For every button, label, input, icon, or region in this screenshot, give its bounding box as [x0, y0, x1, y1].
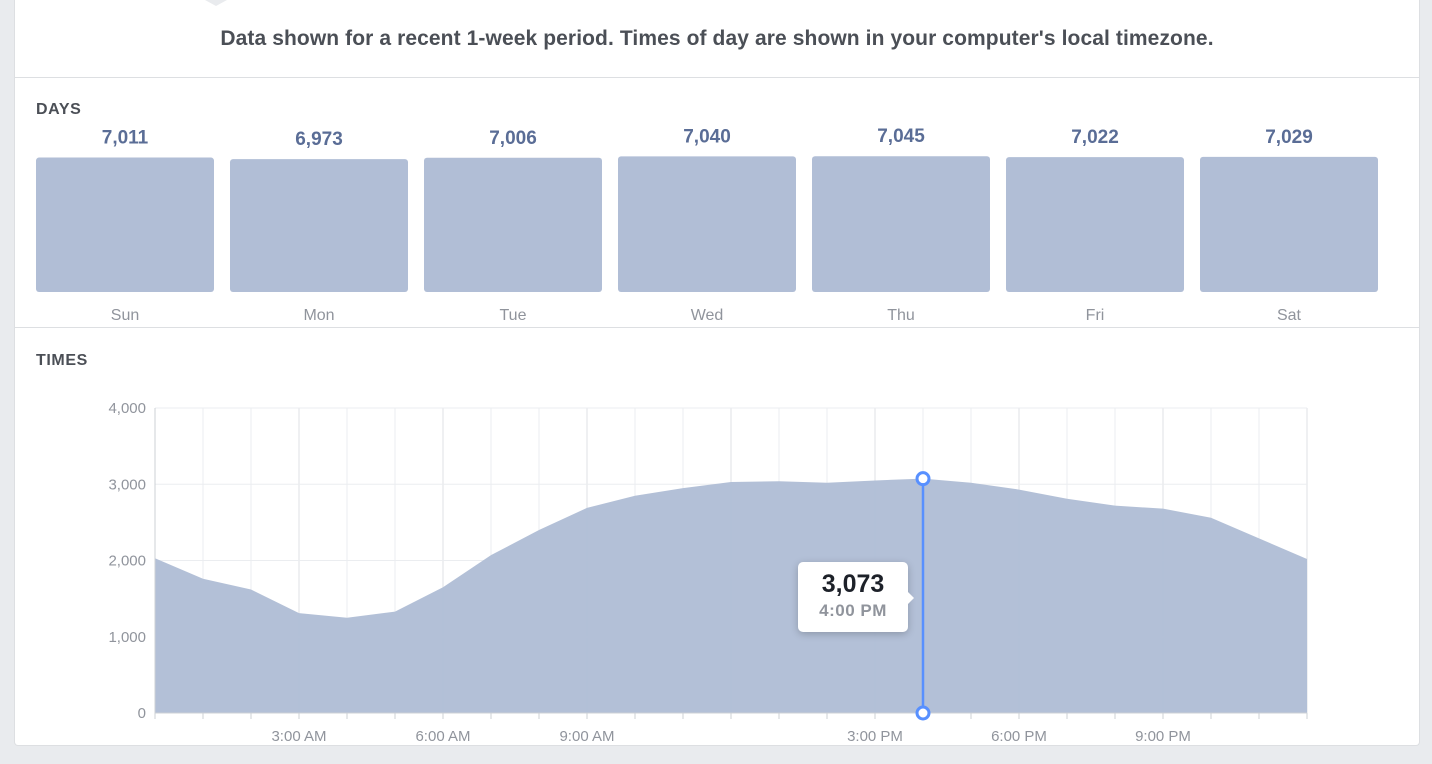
period-banner: Data shown for a recent 1-week period. T…: [15, 0, 1419, 78]
x-tick-label: 6:00 PM: [991, 728, 1047, 745]
day-bar-mon[interactable]: [230, 159, 408, 292]
day-value-label: 7,006: [489, 128, 537, 149]
day-bar-sat[interactable]: [1200, 156, 1378, 292]
day-value-label: 6,973: [295, 129, 343, 150]
day-bar-thu[interactable]: [812, 156, 990, 292]
day-tick-label: Fri: [1086, 307, 1105, 324]
x-tick-label: 9:00 PM: [1135, 728, 1191, 745]
day-value-label: 7,011: [102, 128, 149, 149]
days-section-label: DAYS: [36, 101, 82, 118]
day-bar-sun[interactable]: [36, 157, 214, 292]
times-section-label: TIMES: [36, 352, 88, 369]
day-tick-label: Sun: [111, 307, 139, 324]
y-tick-label: 3,000: [108, 476, 146, 493]
days-bar-chart: 7,011 Sun 6,973 Mon 7,006 Tue 7,040 Wed 7,045 Thu…: [36, 126, 1378, 324]
day-bar-fri[interactable]: [1006, 157, 1184, 292]
y-tick-label: 0: [138, 705, 146, 722]
day-bar-wed[interactable]: [618, 156, 796, 292]
times-area-chart[interactable]: 0 1,000 2,000 3,000 4,000 3:00 AM 6:00 AM 9:00 …: [15, 390, 1419, 746]
day-value-label: 7,045: [877, 126, 925, 147]
day-tick-label: Sat: [1277, 307, 1302, 324]
highlight-point-top[interactable]: [915, 471, 931, 487]
y-tick-label: 2,000: [108, 553, 146, 570]
tooltip-time: 4:00 PM: [819, 601, 887, 620]
day-value-label: 7,022: [1071, 127, 1119, 148]
day-tick-label: Mon: [303, 307, 334, 324]
day-tick-label: Thu: [887, 307, 915, 324]
highlight-point-bottom: [915, 705, 931, 721]
y-tick-label: 4,000: [108, 400, 146, 417]
audience-activity-card: Data shown for a recent 1-week period. T…: [14, 0, 1420, 746]
tooltip-value: 3,073: [821, 570, 885, 598]
x-tick-label: 3:00 AM: [271, 728, 326, 745]
x-tick-label: 9:00 AM: [559, 728, 614, 745]
day-bar-tue[interactable]: [424, 157, 602, 292]
card-notch: [205, 0, 227, 6]
hover-tooltip: 3,073 4:00 PM: [798, 562, 914, 632]
day-tick-label: Wed: [691, 307, 724, 324]
day-value-label: 7,040: [683, 126, 731, 147]
day-value-label: 7,029: [1265, 127, 1313, 148]
x-tick-label: 3:00 PM: [847, 728, 903, 745]
y-tick-label: 1,000: [108, 629, 146, 646]
day-tick-label: Tue: [500, 307, 527, 324]
section-divider: [15, 327, 1419, 328]
times-area: [155, 478, 1307, 713]
x-tick-label: 6:00 AM: [415, 728, 470, 745]
